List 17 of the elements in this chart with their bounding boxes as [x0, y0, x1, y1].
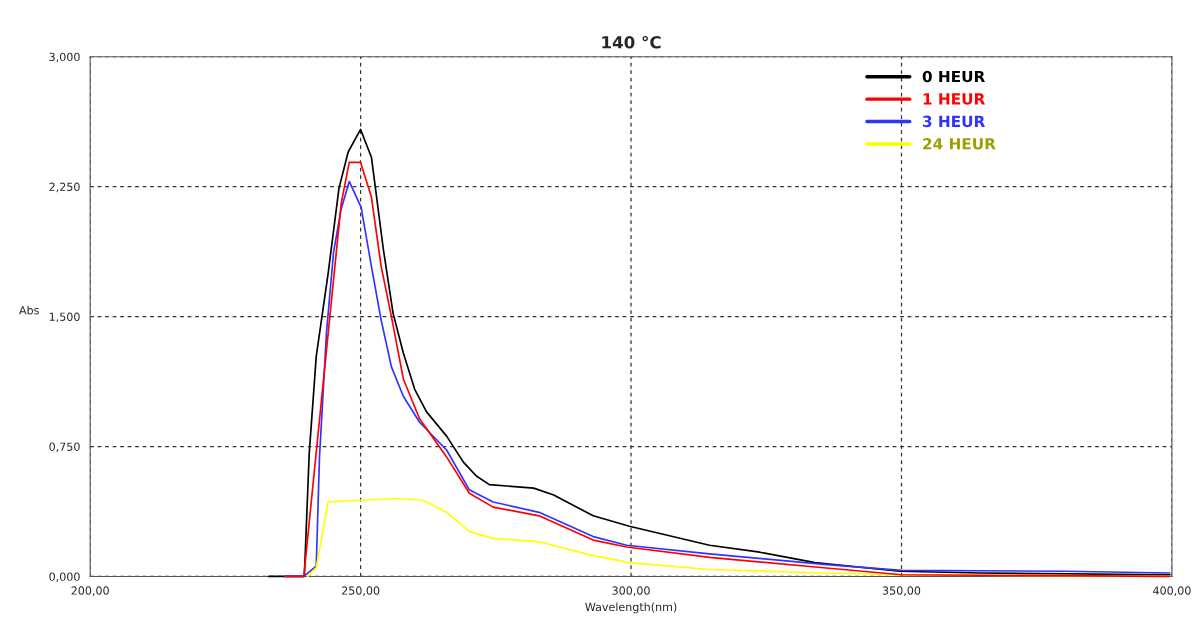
y-tick-label: 0,000	[49, 572, 80, 582]
y-tick-label: 1,500	[49, 312, 80, 323]
y-tick-label: 0,750	[49, 442, 80, 453]
legend-label: 1 HEUR	[923, 93, 985, 105]
x-tick-label: 300,00	[612, 586, 650, 596]
legend-label: 0 HEUR	[922, 70, 985, 83]
y-axis-title: Abs	[19, 305, 39, 315]
x-tick-label: 400,00	[1153, 586, 1191, 596]
legend-label: 3 HEUR	[922, 115, 985, 128]
legend-label: 24 HEUR	[923, 137, 996, 150]
x-tick-label: 200,00	[71, 586, 109, 596]
y-tick-label: 3,000	[49, 52, 80, 63]
y-tick-label: 2,250	[49, 182, 80, 193]
chart-title: 140 °C	[602, 35, 661, 49]
x-tick-label: 250,00	[341, 586, 380, 596]
x-tick-label: 350,00	[882, 586, 921, 596]
x-axis-title: Wavelength(nm)	[585, 602, 677, 614]
